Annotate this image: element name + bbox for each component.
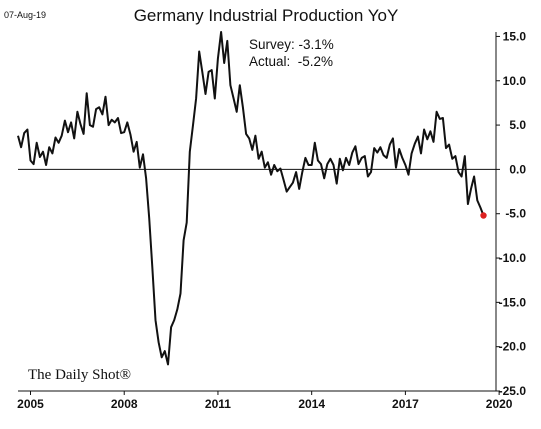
x-tick-label: 2020 — [486, 397, 513, 411]
x-tick-label: 2005 — [17, 397, 44, 411]
actual-annotation: Actual: -5.2% — [249, 54, 333, 69]
x-tick-label: 2011 — [205, 397, 231, 411]
chart-title: Germany Industrial Production YoY — [134, 6, 399, 25]
series-line — [17, 31, 485, 366]
last-point-marker — [480, 212, 487, 219]
x-axis-ticks: 2005 2008 2011 2014 2017 2020 — [17, 391, 513, 411]
y-tick-label: 0.0 — [509, 162, 526, 176]
brand-logo: The Daily Shot® — [28, 367, 131, 383]
date-stamp: 07-Aug-19 — [4, 10, 46, 20]
y-axis-ticks: 15.0 10.0 5.0 0.0 -5.0 -10.0 -15.0 -20.0 -25.0 — [496, 29, 526, 398]
y-tick-label: -5.0 — [505, 207, 526, 221]
x-tick-label: 2017 — [392, 397, 419, 411]
y-tick-label: -10.0 — [499, 251, 527, 265]
x-tick-label: 2014 — [298, 397, 325, 411]
y-tick-label: -25.0 — [499, 384, 527, 398]
y-tick-label: -20.0 — [499, 340, 527, 354]
x-tick-label: 2008 — [111, 397, 138, 411]
survey-annotation: Survey: -3.1% — [249, 37, 334, 52]
y-tick-label: 10.0 — [503, 74, 527, 88]
y-tick-label: -15.0 — [499, 295, 527, 309]
y-tick-label: 15.0 — [503, 29, 527, 43]
y-tick-label: 5.0 — [509, 118, 526, 132]
plot-area: 15.0 10.0 5.0 0.0 -5.0 -10.0 -15.0 -20.0 -25.0 2… — [17, 29, 526, 411]
